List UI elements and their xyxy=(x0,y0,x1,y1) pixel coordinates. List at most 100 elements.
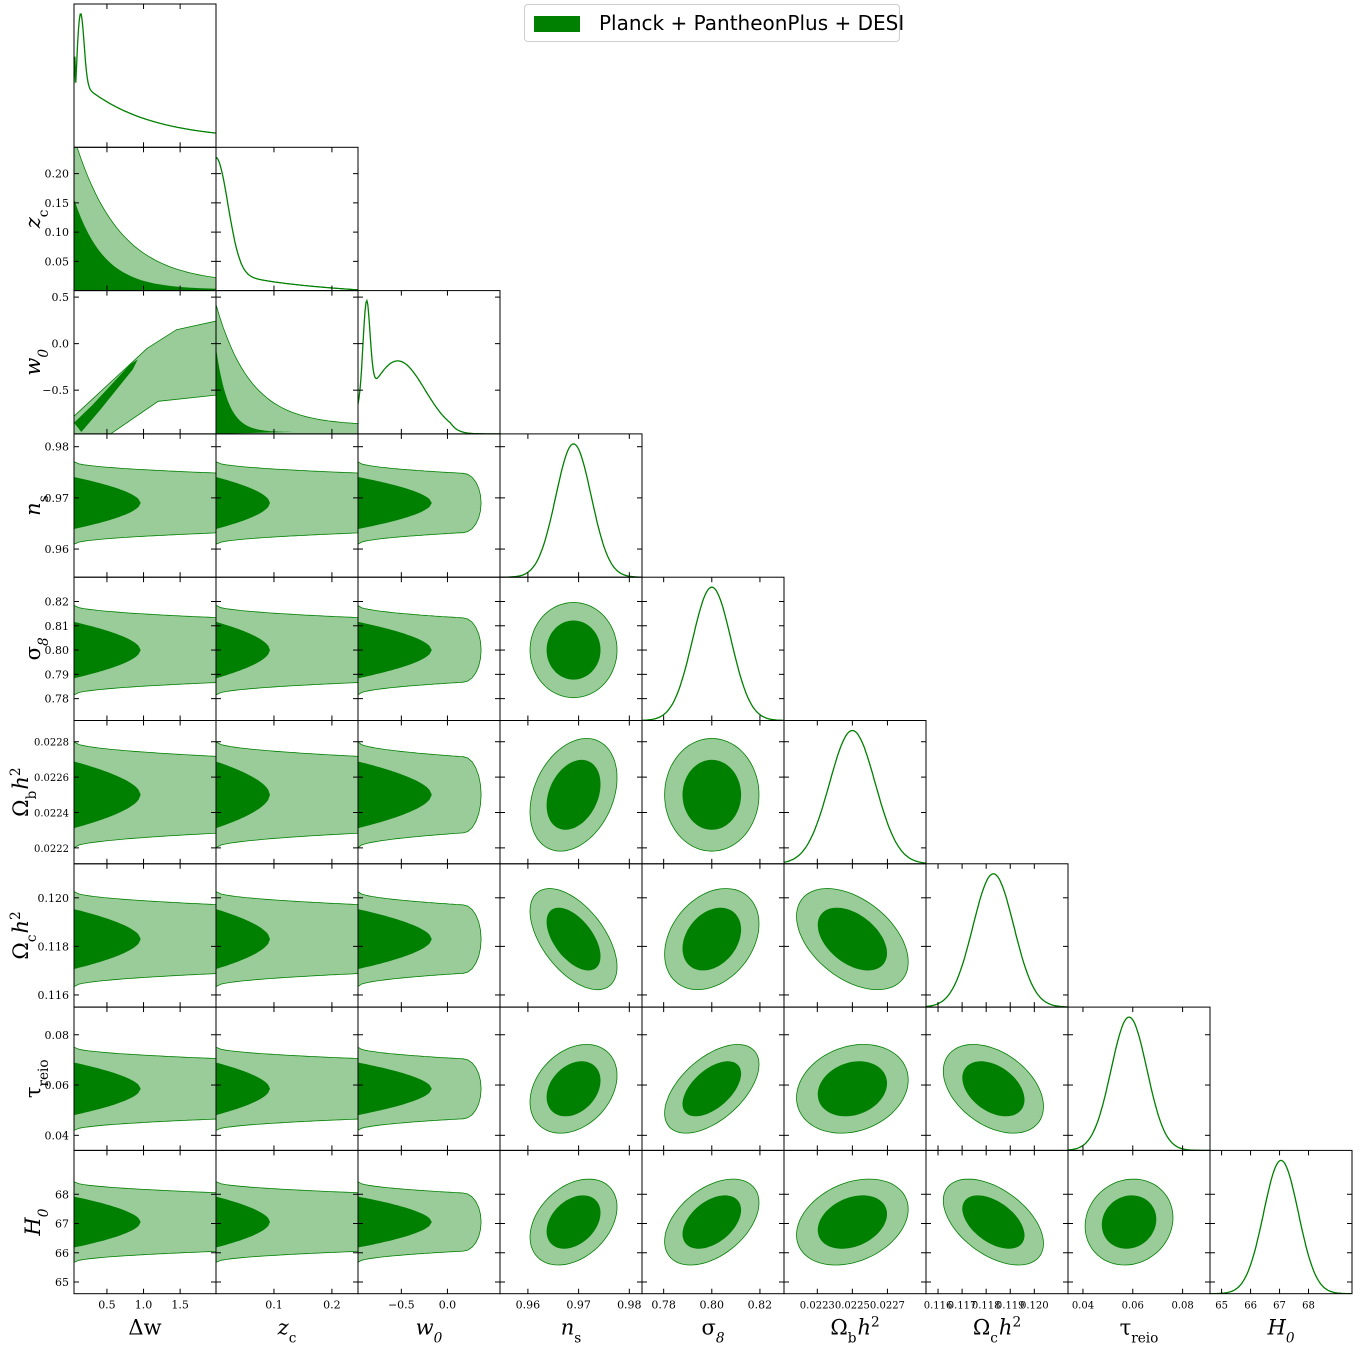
contour-inner-w0-s8 xyxy=(358,621,432,679)
x-axis-label-dw: Δw xyxy=(128,1316,161,1340)
contour-outer-zc-s8 xyxy=(216,605,358,696)
contour-inner-dw-zc xyxy=(74,198,216,291)
contour-inner-zc-w0 xyxy=(216,348,295,434)
xtick-label-tau: 0.06 xyxy=(1122,1301,1144,1312)
panel-s8-s8 xyxy=(641,576,785,722)
contour-inner-och2-h0 xyxy=(962,1195,1025,1249)
xtick-label-s8: 0.80 xyxy=(700,1299,725,1312)
xtick-label-h0: 65 xyxy=(1215,1301,1228,1312)
contour-inner-dw-h0 xyxy=(74,1196,141,1248)
contour-outer-zc-tau xyxy=(216,1046,358,1131)
contour-inner-ns-tau xyxy=(546,1061,601,1117)
panel-zc-zc xyxy=(215,146,359,292)
ytick-label-zc: 0.15 xyxy=(45,197,70,210)
contour-inner-och2-tau xyxy=(962,1061,1025,1117)
xtick-label-h0: 68 xyxy=(1302,1301,1315,1312)
ytick-label-s8: 0.80 xyxy=(45,644,70,657)
contour-outer-dw-h0 xyxy=(74,1181,216,1263)
x-axis-label-s8: σ8 xyxy=(701,1316,724,1347)
panel-dw-dw xyxy=(73,3,217,148)
ytick-label-s8: 0.79 xyxy=(45,668,70,681)
ytick-label-ns: 0.97 xyxy=(45,492,70,505)
y-axis-label-s8: σ8 xyxy=(21,637,52,660)
xtick-label-zc: 0.1 xyxy=(265,1299,283,1312)
contour-inner-zc-h0 xyxy=(216,1196,270,1248)
ytick-label-h0: 68 xyxy=(55,1188,69,1201)
xtick-label-w0: 0.0 xyxy=(439,1299,457,1312)
xtick-label-ns: 0.98 xyxy=(617,1299,642,1312)
contour-inner-ns-obh2 xyxy=(546,759,601,830)
contour-outer-dw-ns xyxy=(74,461,216,545)
ytick-label-h0: 66 xyxy=(55,1247,69,1260)
ytick-label-zc: 0.20 xyxy=(45,168,70,181)
contour-inner-w0-och2 xyxy=(358,909,432,969)
xtick-label-dw: 0.5 xyxy=(98,1299,116,1312)
x-axis-label-zc: zc xyxy=(277,1316,297,1347)
contour-inner-dw-w0 xyxy=(74,359,138,432)
xtick-label-ns: 0.97 xyxy=(566,1299,591,1312)
y-axis-label-h0: H0 xyxy=(21,1208,52,1236)
x-axis-label-tau: τreio xyxy=(1120,1316,1159,1347)
contour-inner-obh2-och2 xyxy=(817,907,887,971)
pdf-ns xyxy=(500,443,642,578)
panel-obh2-obh2 xyxy=(783,720,927,865)
legend: Planck + PantheonPlus + DESI xyxy=(524,4,904,42)
contour-inner-zc-tau xyxy=(216,1062,270,1116)
xtick-label-obh2: 0.0227 xyxy=(870,1301,905,1312)
ytick-label-tau: 0.04 xyxy=(45,1129,70,1142)
contour-inner-dw-s8 xyxy=(74,621,141,679)
ytick-label-s8: 0.78 xyxy=(45,693,70,706)
xtick-label-s8: 0.78 xyxy=(651,1299,676,1312)
ytick-label-w0: 0.5 xyxy=(52,291,70,304)
contour-outer-dw-och2 xyxy=(74,891,216,987)
xtick-label-zc: 0.2 xyxy=(323,1299,341,1312)
xtick-label-ns: 0.96 xyxy=(516,1299,541,1312)
xtick-label-obh2: 0.0223 xyxy=(800,1301,835,1312)
ytick-label-tau: 0.08 xyxy=(45,1029,70,1042)
contour-inner-w0-h0 xyxy=(358,1196,432,1248)
legend-label: Planck + PantheonPlus + DESI xyxy=(599,11,905,35)
xtick-label-h0: 67 xyxy=(1273,1301,1286,1312)
ytick-label-w0: −0.5 xyxy=(42,384,69,397)
contour-inner-ns-s8 xyxy=(546,620,601,680)
ytick-label-obh2: 0.0228 xyxy=(34,738,69,749)
ytick-label-och2: 0.118 xyxy=(38,940,70,953)
contour-inner-ns-och2 xyxy=(546,907,601,971)
contour-inner-zc-obh2 xyxy=(216,761,270,829)
contour-inner-zc-och2 xyxy=(216,909,270,969)
xtick-label-och2: 0.116 xyxy=(924,1301,953,1312)
contour-outer-zc-w0 xyxy=(216,304,358,434)
xtick-label-dw: 1.0 xyxy=(135,1299,153,1312)
pdf-och2 xyxy=(926,873,1068,1008)
pdf-w0 xyxy=(358,298,500,434)
contour-outer-zc-obh2 xyxy=(216,741,358,849)
ytick-label-ns: 0.98 xyxy=(45,441,70,454)
y-axis-label-ns: ns xyxy=(21,495,52,516)
contour-inner-zc-ns xyxy=(216,477,270,529)
contour-inner-s8-h0 xyxy=(682,1195,742,1249)
ytick-label-zc: 0.10 xyxy=(45,226,70,239)
ytick-label-s8: 0.82 xyxy=(45,595,70,608)
pdf-dw xyxy=(74,13,216,134)
xtick-label-och2: 0.119 xyxy=(996,1301,1025,1312)
contour-inner-dw-och2 xyxy=(74,909,141,969)
contour-outer-zc-och2 xyxy=(216,891,358,987)
contour-outer-dw-w0 xyxy=(74,320,216,434)
pdf-tau xyxy=(1068,1016,1210,1151)
xtick-label-h0: 66 xyxy=(1244,1301,1257,1312)
pdf-s8 xyxy=(642,586,784,721)
xtick-label-w0: −0.5 xyxy=(388,1299,415,1312)
x-axis-label-obh2: Ωbh2 xyxy=(830,1315,879,1347)
pdf-obh2 xyxy=(784,729,926,864)
contour-outer-dw-tau xyxy=(74,1046,216,1131)
ytick-label-tau: 0.06 xyxy=(45,1079,70,1092)
panel-h0-h0 xyxy=(1209,1149,1353,1295)
contour-inner-w0-tau xyxy=(358,1062,432,1116)
pdf-zc xyxy=(216,156,358,291)
ytick-label-obh2: 0.0226 xyxy=(34,773,69,784)
y-axis-label-och2: Ωch2 xyxy=(8,911,40,959)
contour-inner-w0-obh2 xyxy=(358,761,432,829)
panel-och2-och2 xyxy=(925,863,1069,1008)
contour-inner-dw-obh2 xyxy=(74,761,141,829)
